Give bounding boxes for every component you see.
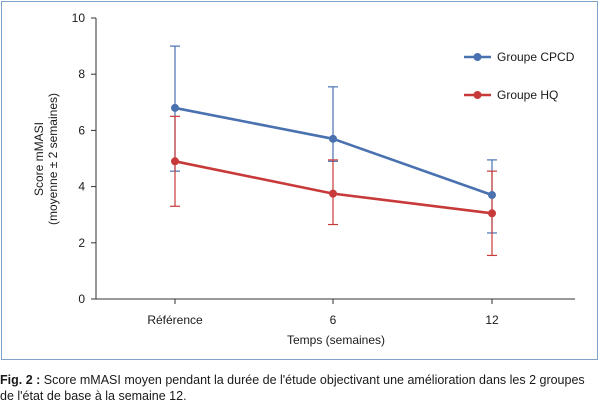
legend-swatch-marker xyxy=(473,91,482,99)
x-tick-label: Référence xyxy=(147,313,203,327)
x-tick-label: 12 xyxy=(485,313,499,327)
axis-labels: Temps (semaines) Score mMASI (moyenne ± 2 … xyxy=(32,93,385,347)
y-tick-label: 0 xyxy=(78,292,85,306)
y-tick-label: 8 xyxy=(78,67,85,81)
legend-label: Groupe HQ xyxy=(497,88,558,102)
legend: Groupe CPCD Groupe HQ xyxy=(464,50,575,102)
axes: 0 2 4 6 8 10 Référence 6 12 xyxy=(72,11,575,327)
y-tick-label: 10 xyxy=(72,11,86,25)
line-chart: 0 2 4 6 8 10 Référence 6 12 Groupe CPCD Groupe HQ… xyxy=(32,11,575,347)
y-axis-title-line: (moyenne ± 2 semaines) xyxy=(46,93,60,225)
x-tick-label: 6 xyxy=(330,313,337,327)
series-lines xyxy=(171,103,496,218)
data-point xyxy=(488,209,496,218)
legend-swatch-marker xyxy=(473,53,482,61)
data-point xyxy=(329,134,337,143)
data-point xyxy=(488,191,496,200)
y-tick-label: 2 xyxy=(78,236,85,250)
figure-caption: Fig. 2 : Score mMASI moyen pendant la du… xyxy=(0,372,600,404)
error-bars xyxy=(170,45,497,257)
caption-text: Score mMASI moyen pendant la durée de l'… xyxy=(0,373,585,403)
x-axis-title: Temps (semaines) xyxy=(287,333,385,347)
y-tick-label: 6 xyxy=(78,123,85,137)
data-point xyxy=(171,103,179,112)
y-axis-title-line: Score mMASI xyxy=(32,122,46,196)
caption-label: Fig. 2 : xyxy=(0,373,41,387)
figure-frame xyxy=(1,1,598,360)
data-point xyxy=(171,157,179,166)
y-tick-label: 4 xyxy=(78,180,85,194)
legend-label: Groupe CPCD xyxy=(497,50,575,64)
data-point xyxy=(329,189,337,198)
